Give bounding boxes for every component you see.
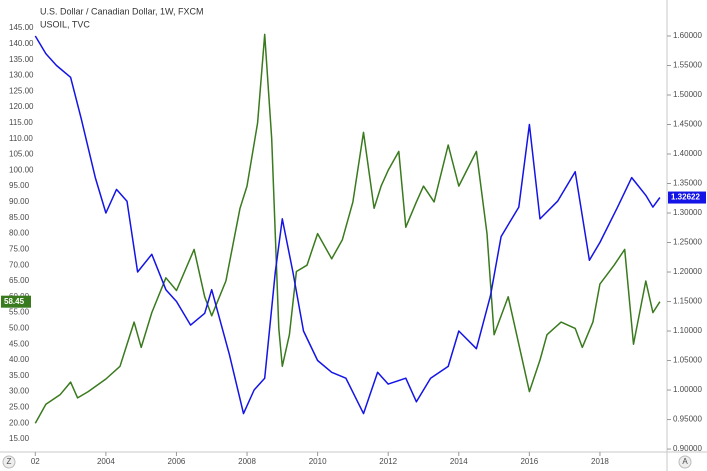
y2-tick-label: 1.05000 [673,356,702,365]
y-tick-label: 80.00 [9,229,30,238]
y-tick-label: 50.00 [9,324,30,333]
y2-tick-label: 1.10000 [673,326,702,335]
y-tick-label: 30.00 [9,387,30,396]
x-tick-label: 2014 [450,457,468,466]
series-line [34,33,661,424]
x-tick-label: 2016 [520,457,538,466]
y-tick-label: 45.00 [9,339,30,348]
y-tick-label: 55.00 [9,308,30,317]
last-value-badge [668,191,706,204]
y2-tick-label: 1.25000 [673,238,702,247]
y-tick-label: 40.00 [9,355,30,364]
last-value-badge [1,295,31,308]
y2-tick-label: 0.90000 [673,444,702,453]
y-tick-label: 15.00 [9,434,30,443]
y-tick-label: 105.00 [9,150,34,159]
x-tick-label: 02 [31,457,40,466]
y-tick-label: 35.00 [9,371,30,380]
scale-button[interactable] [678,455,692,469]
y2-tick-label: 1.30000 [673,208,702,217]
y-tick-label: 70.00 [9,260,30,269]
y-tick-label: 65.00 [9,276,30,285]
y-tick-label: 115.00 [9,118,33,127]
x-tick-label: 2008 [238,457,256,466]
y-tick-label: 125.00 [9,86,34,95]
x-tick-label: 2004 [97,457,115,466]
y-tick-label: 95.00 [9,181,30,190]
y-tick-label: 85.00 [9,213,30,222]
scale-button-label[interactable]: Z [7,457,12,466]
y2-tick-label: 1.55000 [673,61,702,70]
chart-title: U.S. Dollar / Canadian Dollar, 1W, FXCM [40,6,204,16]
y2-tick-label: 0.95000 [673,415,702,424]
y2-tick-label: 1.60000 [673,31,702,40]
y-tick-label: 120.00 [9,102,34,111]
y-tick-label: 20.00 [9,418,30,427]
y-tick-label: 135.00 [9,55,34,64]
y-tick-label: 75.00 [9,244,30,253]
last-value-label: 58.45 [4,297,25,306]
y2-tick-label: 1.40000 [673,149,702,158]
y2-tick-label: 1.15000 [673,297,702,306]
x-tick-label: 2012 [379,457,397,466]
y2-tick-label: 1.45000 [673,120,702,129]
x-tick-label: 2018 [591,457,609,466]
series-line [34,35,661,415]
y-tick-label: 130.00 [9,71,34,80]
x-tick-label: 2010 [309,457,327,466]
scale-button-label[interactable]: A [682,457,688,466]
y2-tick-label: 1.35000 [673,179,702,188]
y-tick-label: 140.00 [9,39,34,48]
y-tick-label: 100.00 [9,165,34,174]
scale-button[interactable] [2,455,16,469]
chart-subtitle: USOIL, TVC [40,19,90,29]
y-tick-label: 90.00 [9,197,30,206]
y2-tick-label: 1.50000 [673,90,702,99]
last-value-label: 1.32622 [671,193,700,202]
y-tick-label: 25.00 [9,403,30,412]
y2-tick-label: 1.00000 [673,385,702,394]
y-tick-label: 145.00 [9,23,34,32]
y-tick-label: 110.00 [9,134,33,143]
y2-tick-label: 1.20000 [673,267,702,276]
x-tick-label: 2006 [168,457,186,466]
